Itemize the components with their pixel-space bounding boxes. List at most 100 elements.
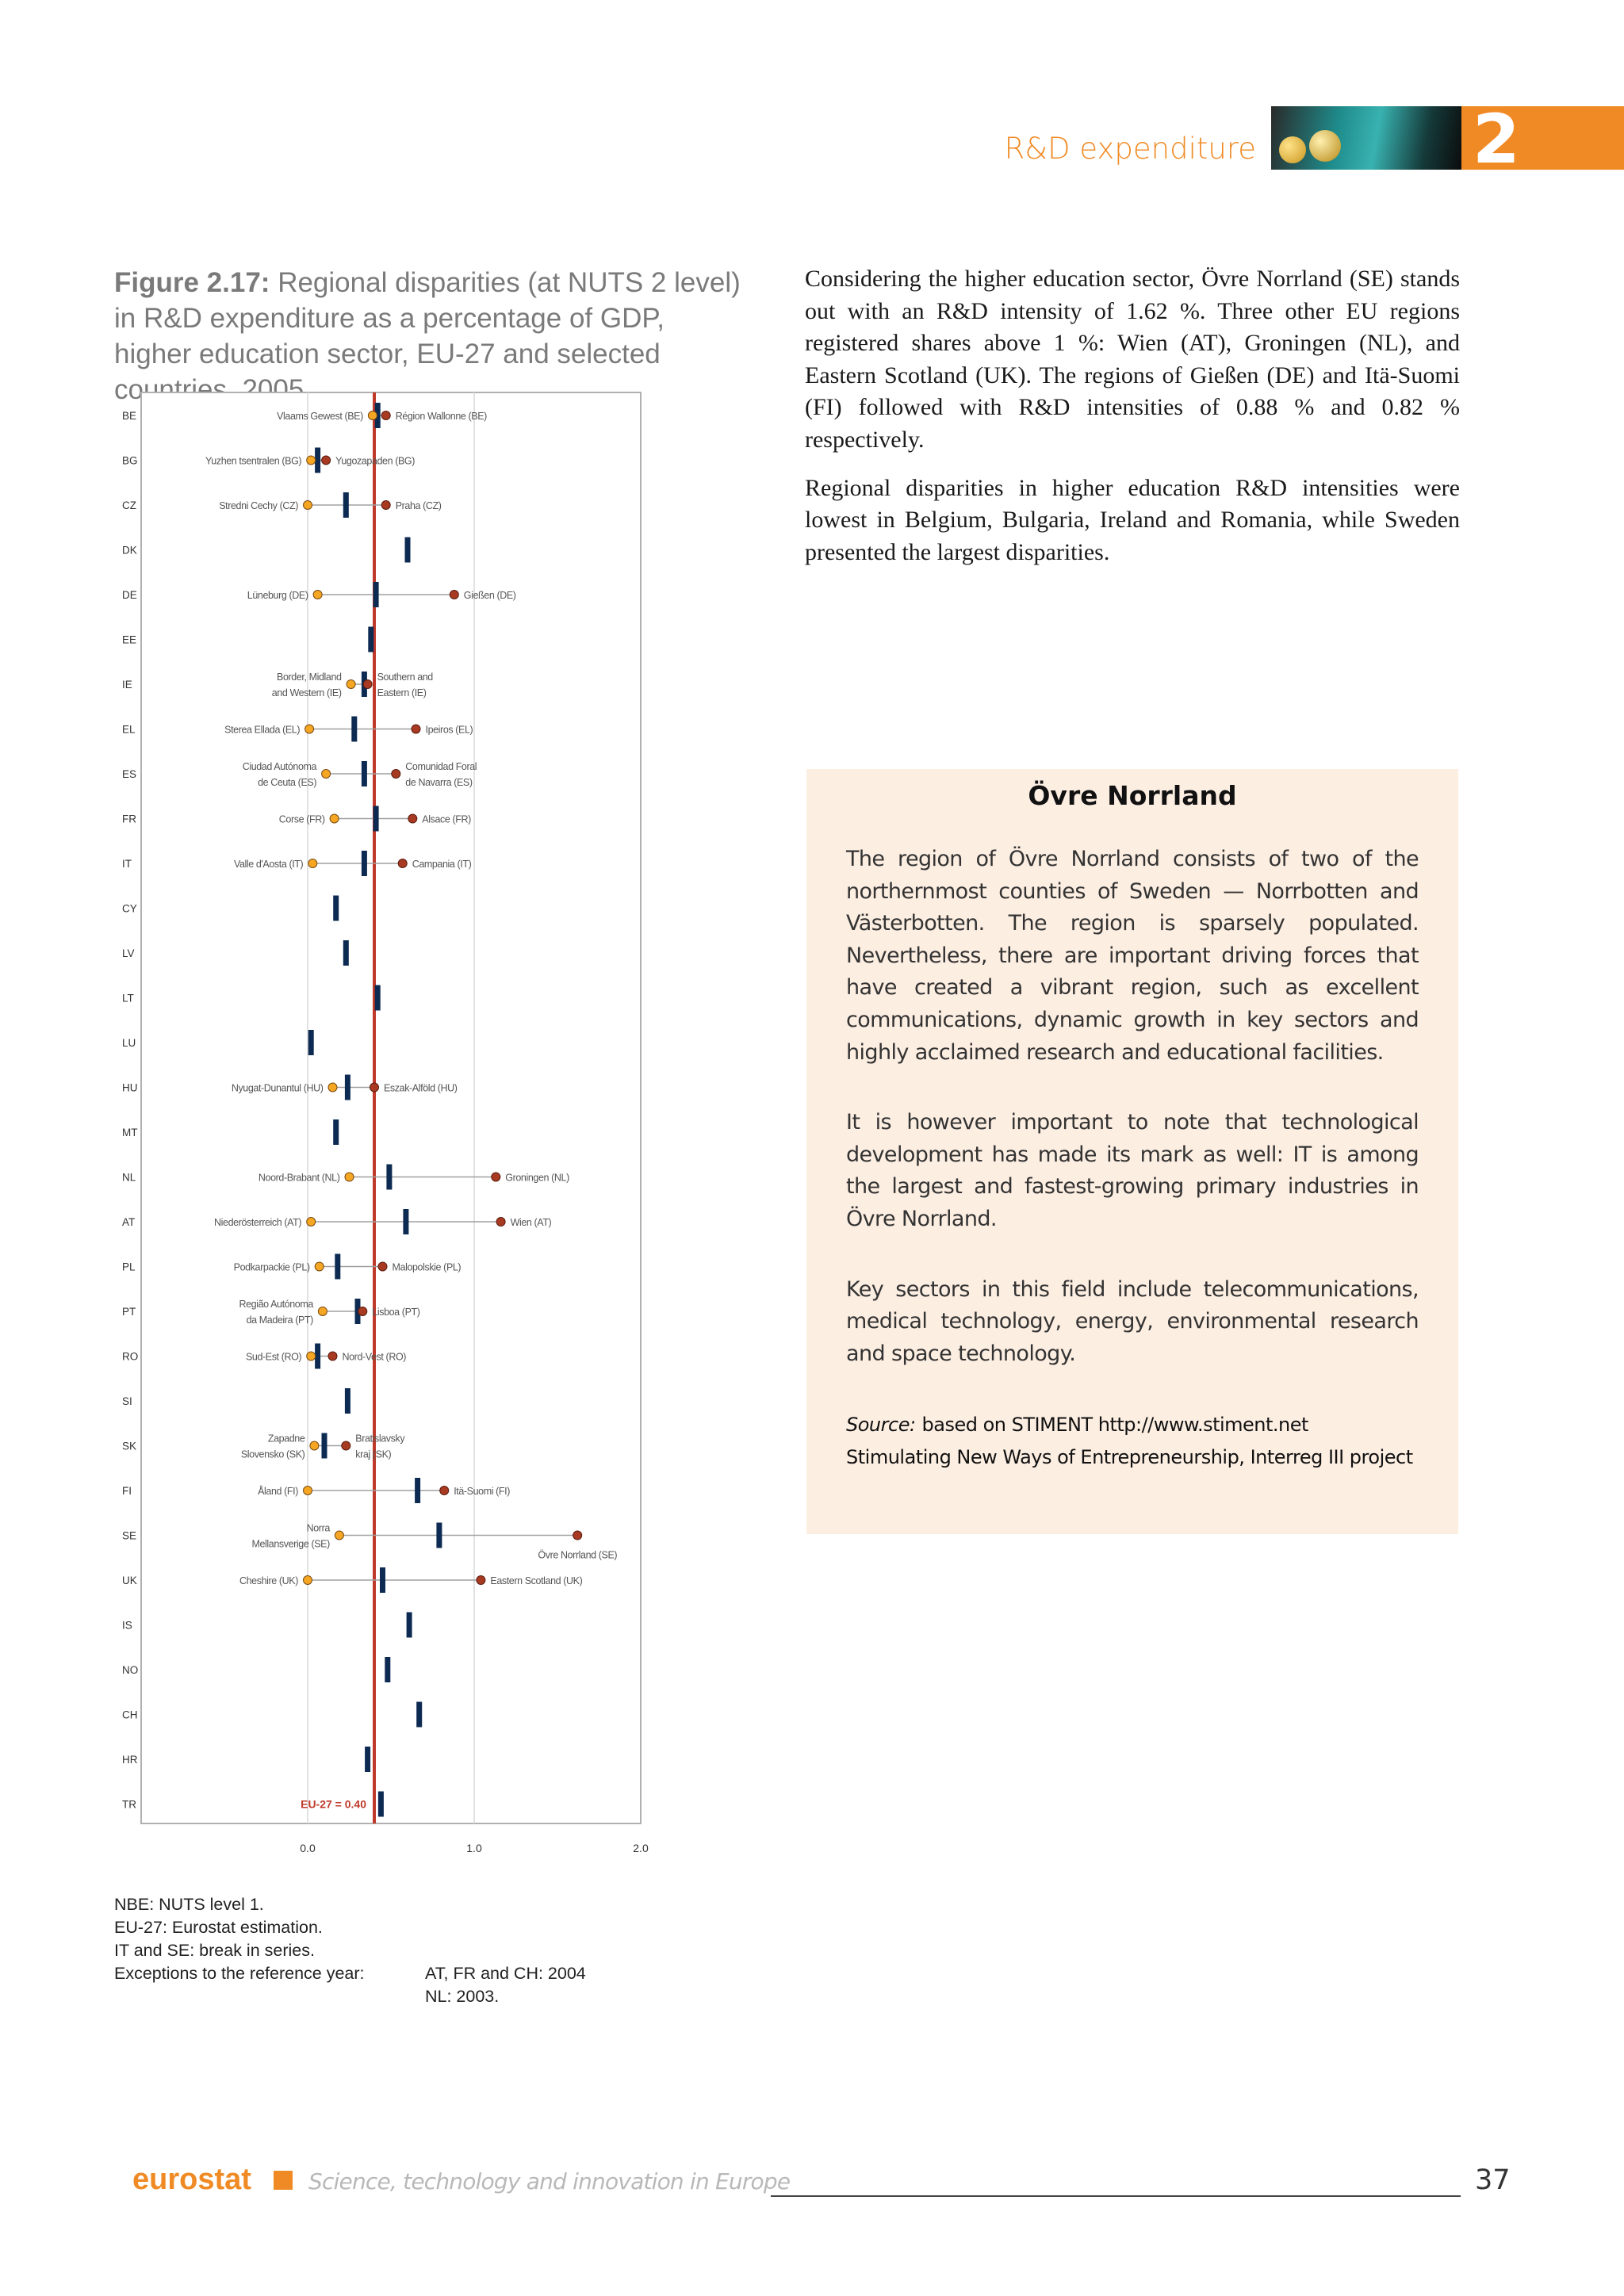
max-region-dot (370, 1082, 379, 1093)
national-value-bar (404, 537, 411, 563)
national-value-bar (373, 806, 379, 832)
min-region-dot (308, 859, 318, 868)
publication-title: Science, technology and innovation in Eu… (308, 2168, 791, 2195)
max-region-dot (449, 590, 459, 599)
coin-image (1309, 130, 1341, 162)
min-region-label: Lüneburg (DE) (247, 590, 308, 601)
min-region-dot (329, 813, 339, 824)
min-region-label: Åland (FI) (258, 1485, 298, 1497)
national-value-bar (343, 492, 349, 518)
national-value-bar (343, 940, 349, 966)
max-region-dot (397, 859, 408, 868)
country-label: SK (122, 1441, 136, 1452)
national-value-bar (373, 582, 379, 607)
national-value-bar (385, 1657, 391, 1682)
national-value-bar (368, 626, 374, 652)
max-region-label: Ipeiros (EL) (426, 725, 473, 736)
min-region-dot (346, 679, 356, 689)
country-label: LV (122, 947, 135, 959)
info-box-body: The region of Övre Norrland consists of … (846, 844, 1419, 1408)
country-label: TR (122, 1799, 136, 1811)
min-region-label: Ciudad Autónoma (243, 761, 317, 772)
min-region-dot (317, 1307, 327, 1316)
max-region-dot (391, 769, 401, 779)
national-value-bar (361, 761, 367, 786)
min-region-dot (334, 1530, 344, 1540)
eu27-reference-label: EU-27 = 0.40 (301, 1798, 366, 1811)
max-region-label: Comunidad Foral (405, 761, 477, 772)
min-region-label: Região Autónoma (239, 1299, 314, 1310)
min-region-label: Nyugat-Dunantul (HU) (232, 1083, 324, 1094)
min-region-dot (367, 411, 377, 420)
national-value-bar (344, 1074, 350, 1100)
country-label: DE (122, 589, 137, 601)
info-box-paragraph: The region of Övre Norrland consists of … (846, 847, 1419, 1065)
min-region-label: Vlaams Gewest (BE) (277, 411, 363, 422)
max-region-label: kraj (SK) (355, 1449, 391, 1460)
min-region-dot (344, 1172, 354, 1182)
max-region-label: Yugozapaden (BG) (335, 456, 415, 467)
country-label: FR (122, 813, 136, 825)
note-line: NBE: NUTS level 1. (114, 1893, 586, 1916)
min-region-label: de Ceuta (ES) (258, 777, 316, 788)
logo-square-icon (274, 2171, 293, 2190)
national-value-bar (354, 1299, 361, 1324)
country-label: IT (122, 858, 132, 870)
max-region-label: Bratislavsky (355, 1433, 405, 1445)
min-region-dot (312, 590, 323, 599)
national-value-bar (308, 1030, 314, 1055)
x-tick-label: 0.0 (300, 1842, 316, 1854)
max-region-dot (381, 500, 391, 510)
max-region-dot (439, 1486, 450, 1495)
max-region-label: Campania (IT) (412, 859, 472, 870)
country-label: SE (122, 1530, 136, 1542)
min-region-label: Podkarpackie (PL) (234, 1262, 310, 1273)
min-region-label: Niederösterreich (AT) (214, 1217, 301, 1228)
chapter-number: 2 (1473, 100, 1520, 179)
max-region-dot (476, 1575, 486, 1585)
min-region-label: Valle d'Aosta (IT) (234, 859, 304, 870)
info-box-title: Övre Norrland (1028, 780, 1237, 811)
note-label: Exceptions to the reference year: (114, 1964, 365, 1983)
max-region-label: Southern and (377, 672, 434, 683)
country-label: BG (122, 455, 138, 467)
national-value-bar (315, 1343, 321, 1369)
country-label: FI (122, 1485, 132, 1497)
min-region-dot (314, 1261, 324, 1272)
country-label: CH (122, 1709, 138, 1721)
min-region-dot (303, 500, 312, 510)
note-label: NBE: NUTS level 1. (114, 1895, 264, 1914)
chart: 0.0 1.0 2.0 EU-27 = 0.40 BE Vlaams Gewest (BE… (111, 388, 666, 1855)
min-region-label: Zapadne (268, 1433, 305, 1445)
source-text: based on STIMENT http://www.stiment.net … (846, 1414, 1413, 1468)
note-label: EU-27: Eurostat estimation. (114, 1918, 323, 1937)
min-region-label: Border, Midland (277, 672, 342, 683)
national-value-bar (335, 1253, 341, 1280)
country-label: MT (122, 1127, 138, 1138)
body-paragraph: Regional disparities in higher education… (805, 474, 1460, 565)
info-box-paragraph: It is however important to note that tec… (846, 1110, 1419, 1231)
country-label: NO (122, 1664, 138, 1676)
figure-caption: Regional disparities (at NUTS 2 level) i… (114, 267, 741, 405)
max-region-label: Eastern (IE) (377, 687, 427, 698)
min-region-label: Yuzhen tsentralen (BG) (205, 456, 301, 467)
max-region-label: Nord-Vest (RO) (343, 1352, 407, 1363)
body-paragraph: Considering the higher education sector,… (805, 266, 1460, 453)
info-box-paragraph: Key sectors in this field include teleco… (846, 1276, 1419, 1366)
min-region-label: Sterea Ellada (EL) (224, 725, 300, 736)
national-value-bar (406, 1612, 412, 1638)
section-title: R&D expenditure (1004, 132, 1256, 166)
min-region-label: Corse (FR) (279, 814, 325, 825)
max-region-dot (321, 455, 331, 465)
national-value-bar (321, 1433, 327, 1459)
min-region-label: and Western (IE) (272, 687, 342, 698)
note-label (114, 1985, 425, 2008)
country-label: CY (122, 903, 137, 915)
header-photo (1271, 106, 1461, 170)
min-region-dot (303, 1575, 312, 1585)
country-label: BE (122, 410, 136, 422)
country-label: ES (122, 768, 136, 780)
national-value-bar (403, 1209, 409, 1234)
max-region-label: Gießen (DE) (464, 590, 516, 601)
country-label: DK (122, 545, 137, 557)
